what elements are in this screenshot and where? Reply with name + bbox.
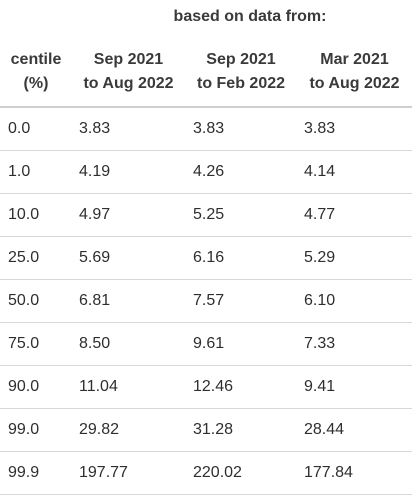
cell-value: 31.28 (185, 408, 297, 452)
cell-value: 9.61 (185, 322, 297, 366)
header-period-1-line1: Sep 2021 (93, 51, 164, 68)
table-row: 99.9 197.77 220.02 177.84 (0, 451, 412, 495)
cell-value: 11.04 (72, 365, 185, 409)
header-period-2: Sep 2021 to Feb 2022 (185, 40, 297, 108)
cell-value: 6.16 (185, 236, 297, 280)
header-centile-line1: centile (10, 51, 62, 68)
cell-centile: 50.0 (0, 279, 72, 323)
table-row: 25.0 5.69 6.16 5.29 (0, 236, 412, 280)
header-period-1-line2: to Aug 2022 (83, 75, 174, 92)
table-row: 50.0 6.81 7.57 6.10 (0, 279, 412, 323)
cell-value: 177.84 (297, 451, 412, 495)
cell-value: 3.83 (72, 107, 185, 151)
cell-value: 3.83 (297, 107, 412, 151)
cell-value: 4.26 (185, 150, 297, 194)
cell-centile: 99.0 (0, 408, 72, 452)
cell-value: 5.69 (72, 236, 185, 280)
cell-value: 5.29 (297, 236, 412, 280)
cell-centile: 10.0 (0, 193, 72, 237)
header-centile: centile (%) (0, 40, 72, 108)
table-row: 1.0 4.19 4.26 4.14 (0, 150, 412, 194)
cell-centile: 99.9 (0, 451, 72, 495)
cell-value: 7.33 (297, 322, 412, 366)
cell-value: 220.02 (185, 451, 297, 495)
cell-value: 197.77 (72, 451, 185, 495)
cell-value: 4.19 (72, 150, 185, 194)
table-row: 0.0 3.83 3.83 3.83 (0, 107, 412, 151)
cell-value: 4.97 (72, 193, 185, 237)
cell-value: 5.25 (185, 193, 297, 237)
table-row: 90.0 11.04 12.46 9.41 (0, 365, 412, 409)
cell-value: 3.83 (185, 107, 297, 151)
header-centile-line2: (%) (23, 75, 49, 92)
header-period-3: Mar 2021 to Aug 2022 (297, 40, 412, 108)
cell-centile: 1.0 (0, 150, 72, 194)
cell-value: 6.10 (297, 279, 412, 323)
cell-value: 7.57 (185, 279, 297, 323)
cell-centile: 25.0 (0, 236, 72, 280)
header-period-3-line2: to Aug 2022 (309, 75, 400, 92)
header-period-1: Sep 2021 to Aug 2022 (72, 40, 185, 108)
cell-value: 28.44 (297, 408, 412, 452)
column-group-header: based on data from: (173, 8, 327, 25)
cell-value: 4.77 (297, 193, 412, 237)
table-row: 99.0 29.82 31.28 28.44 (0, 408, 412, 452)
header-period-2-line1: Sep 2021 (206, 51, 276, 68)
cell-centile: 90.0 (0, 365, 72, 409)
table-row: 75.0 8.50 9.61 7.33 (0, 322, 412, 366)
table-row: 10.0 4.97 5.25 4.77 (0, 193, 412, 237)
centile-table: centile (%) Sep 2021 to Aug 2022 Sep 202… (0, 40, 412, 495)
cell-centile: 0.0 (0, 107, 72, 151)
cell-value: 4.14 (297, 150, 412, 194)
cell-value: 9.41 (297, 365, 412, 409)
header-period-2-line2: to Feb 2022 (196, 75, 286, 92)
header-row: centile (%) Sep 2021 to Aug 2022 Sep 202… (0, 40, 412, 108)
cell-value: 29.82 (72, 408, 185, 452)
cell-value: 6.81 (72, 279, 185, 323)
cell-value: 8.50 (72, 322, 185, 366)
cell-value: 12.46 (185, 365, 297, 409)
cell-centile: 75.0 (0, 322, 72, 366)
header-period-3-line1: Mar 2021 (320, 51, 389, 68)
